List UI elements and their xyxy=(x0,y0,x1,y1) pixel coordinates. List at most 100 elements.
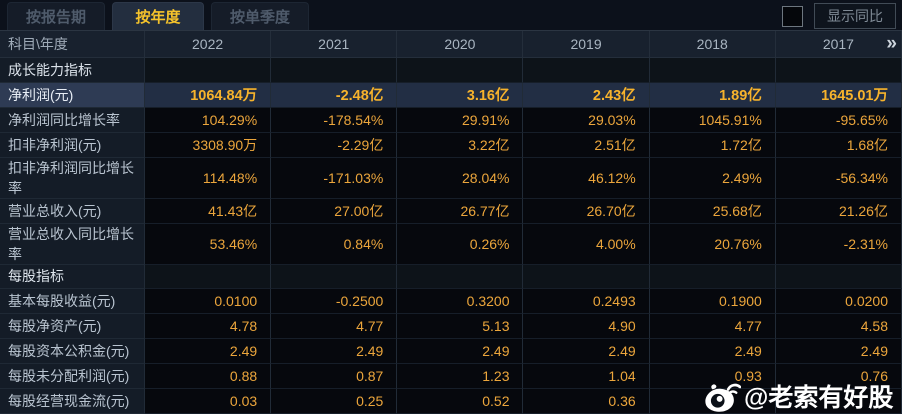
row-label: 营业总收入同比增长率 xyxy=(0,223,145,265)
yoy-controls: 显示同比 xyxy=(782,3,896,29)
cell-value: 1045.91% xyxy=(649,107,776,133)
tab-annual[interactable]: 按年度 xyxy=(112,2,205,30)
table-row[interactable]: 净利润同比增长率 104.29% -178.54% 29.91% 29.03% 1045.… xyxy=(0,107,902,133)
cell-value: -56.34% xyxy=(775,157,902,199)
cell-value: 0.52 xyxy=(397,389,524,414)
cell-value: -171.03% xyxy=(271,157,398,199)
cell-value: 1064.84万 xyxy=(145,82,272,108)
cell-value: 1.89亿 xyxy=(649,82,776,108)
show-yoy-checkbox[interactable] xyxy=(782,5,803,27)
cell-value: 1.72亿 xyxy=(649,132,776,158)
cell-value: 0.1900 xyxy=(649,289,776,315)
cell-value: 2.49 xyxy=(649,339,776,365)
cell-value: 29.03% xyxy=(523,107,650,133)
cell-value: 2.49% xyxy=(649,157,776,199)
row-label: 每股指标 xyxy=(0,264,145,290)
cell-value: 20.76% xyxy=(649,223,776,265)
table-row[interactable]: 营业总收入(元) 41.43亿 27.00亿 26.77亿 26.70亿 25.68亿 21… xyxy=(0,198,902,224)
cell-value: 2.49 xyxy=(775,339,902,365)
cell-value: 26.77亿 xyxy=(397,198,524,224)
cell-value: 0.03 xyxy=(145,389,272,414)
cell-value xyxy=(397,264,524,290)
table-row[interactable]: 营业总收入同比增长率 53.46% 0.84% 0.26% 4.00% 20.76% -2.… xyxy=(0,223,902,265)
cell-value xyxy=(649,264,776,290)
cell-value: 0.36 xyxy=(523,389,650,414)
row-label: 扣非净利润同比增长率 xyxy=(0,157,145,199)
cell-value: 0.84% xyxy=(271,223,398,265)
row-label: 扣非净利润(元) xyxy=(0,132,145,158)
year-column-header: 2021 xyxy=(271,31,398,57)
year-column-header: 2017 xyxy=(776,31,902,57)
row-label: 每股未分配利润(元) xyxy=(0,364,145,390)
cell-value: -2.29亿 xyxy=(271,132,398,158)
table-row[interactable]: 每股净资产(元) 4.78 4.77 5.13 4.90 4.77 4.58 xyxy=(0,314,902,340)
row-label: 净利润同比增长率 xyxy=(0,107,145,133)
financial-table: 科目\年度 2022 2021 2020 2019 2018 2017» 成长能力指标 净利… xyxy=(0,30,902,414)
cell-value: 4.58 xyxy=(775,314,902,340)
cell-value: 0.88 xyxy=(145,364,272,390)
cell-value: 4.77 xyxy=(271,314,398,340)
cell-value: 0.25 xyxy=(271,389,398,414)
row-label: 每股资本公积金(元) xyxy=(0,339,145,365)
corner-header: 科目\年度 xyxy=(0,31,145,57)
show-yoy-label[interactable]: 显示同比 xyxy=(814,3,896,29)
cell-value: 0.3200 xyxy=(397,289,524,315)
cell-value: 2.49 xyxy=(271,339,398,365)
cell-value: -0.2500 xyxy=(271,289,398,315)
row-label: 每股净资产(元) xyxy=(0,314,145,340)
cell-value: 0.2493 xyxy=(523,289,650,315)
more-years-chevron-icon[interactable]: » xyxy=(886,33,896,54)
cell-value: -2.48亿 xyxy=(271,82,398,108)
row-label: 成长能力指标 xyxy=(0,58,145,83)
tab-report-period[interactable]: 按报告期 xyxy=(7,2,106,30)
cell-value: 28.04% xyxy=(397,157,524,199)
cell-value xyxy=(775,264,902,290)
cell-value: 0.93 xyxy=(649,364,776,390)
cell-value: 5.13 xyxy=(397,314,524,340)
row-label: 每股经营现金流(元) xyxy=(0,389,145,414)
cell-value: 4.78 xyxy=(145,314,272,340)
table-row[interactable]: 每股未分配利润(元) 0.88 0.87 1.23 1.04 0.93 0.76 xyxy=(0,364,902,390)
table-row[interactable]: 净利润(元) 1064.84万 -2.48亿 3.16亿 2.43亿 1.89亿 1645.… xyxy=(0,82,902,108)
table-row[interactable]: 基本每股收益(元) 0.0100 -0.2500 0.3200 0.2493 0.1900… xyxy=(0,289,902,315)
cell-value: 25.68亿 xyxy=(649,198,776,224)
cell-value: 0.87 xyxy=(271,364,398,390)
cell-value: 41.43亿 xyxy=(145,198,272,224)
cell-value: 4.00% xyxy=(523,223,650,265)
cell-value xyxy=(145,58,272,83)
row-label: 营业总收入(元) xyxy=(0,198,145,224)
section-row: 每股指标 xyxy=(0,264,902,290)
year-column-header: 2018 xyxy=(650,31,776,57)
row-label: 净利润(元) xyxy=(0,82,145,108)
cell-value xyxy=(523,264,650,290)
cell-value: 3.16亿 xyxy=(397,82,524,108)
cell-value: 46.12% xyxy=(523,157,650,199)
cell-value: -2.31% xyxy=(775,223,902,265)
cell-value: 104.29% xyxy=(145,107,272,133)
cell-value xyxy=(775,389,902,414)
cell-value: 29.91% xyxy=(397,107,524,133)
table-row[interactable]: 扣非净利润同比增长率 114.48% -171.03% 28.04% 46.12% 2.4… xyxy=(0,157,902,199)
cell-value: 0.76 xyxy=(775,364,902,390)
cell-value: 4.90 xyxy=(523,314,650,340)
cell-value: 2.43亿 xyxy=(523,82,650,108)
cell-value: 53.46% xyxy=(145,223,272,265)
table-row[interactable]: 每股经营现金流(元) 0.03 0.25 0.52 0.36 xyxy=(0,389,902,414)
cell-value: 1645.01万 xyxy=(775,82,902,108)
cell-value xyxy=(271,58,398,83)
cell-value: 3308.90万 xyxy=(145,132,272,158)
cell-value: 0.0100 xyxy=(145,289,272,315)
cell-value: 1.04 xyxy=(523,364,650,390)
cell-value xyxy=(649,389,776,414)
table-row[interactable]: 每股资本公积金(元) 2.49 2.49 2.49 2.49 2.49 2.49 xyxy=(0,339,902,365)
table-header-row: 科目\年度 2022 2021 2020 2019 2018 2017» xyxy=(0,30,902,58)
year-column-header: 2019 xyxy=(523,31,650,57)
cell-value: 3.22亿 xyxy=(397,132,524,158)
cell-value: 27.00亿 xyxy=(271,198,398,224)
table-row[interactable]: 扣非净利润(元) 3308.90万 -2.29亿 3.22亿 2.51亿 1.72亿 1.6… xyxy=(0,132,902,158)
tab-quarterly[interactable]: 按单季度 xyxy=(211,2,310,30)
cell-value xyxy=(649,58,776,83)
cell-value: 26.70亿 xyxy=(523,198,650,224)
cell-value: -178.54% xyxy=(271,107,398,133)
